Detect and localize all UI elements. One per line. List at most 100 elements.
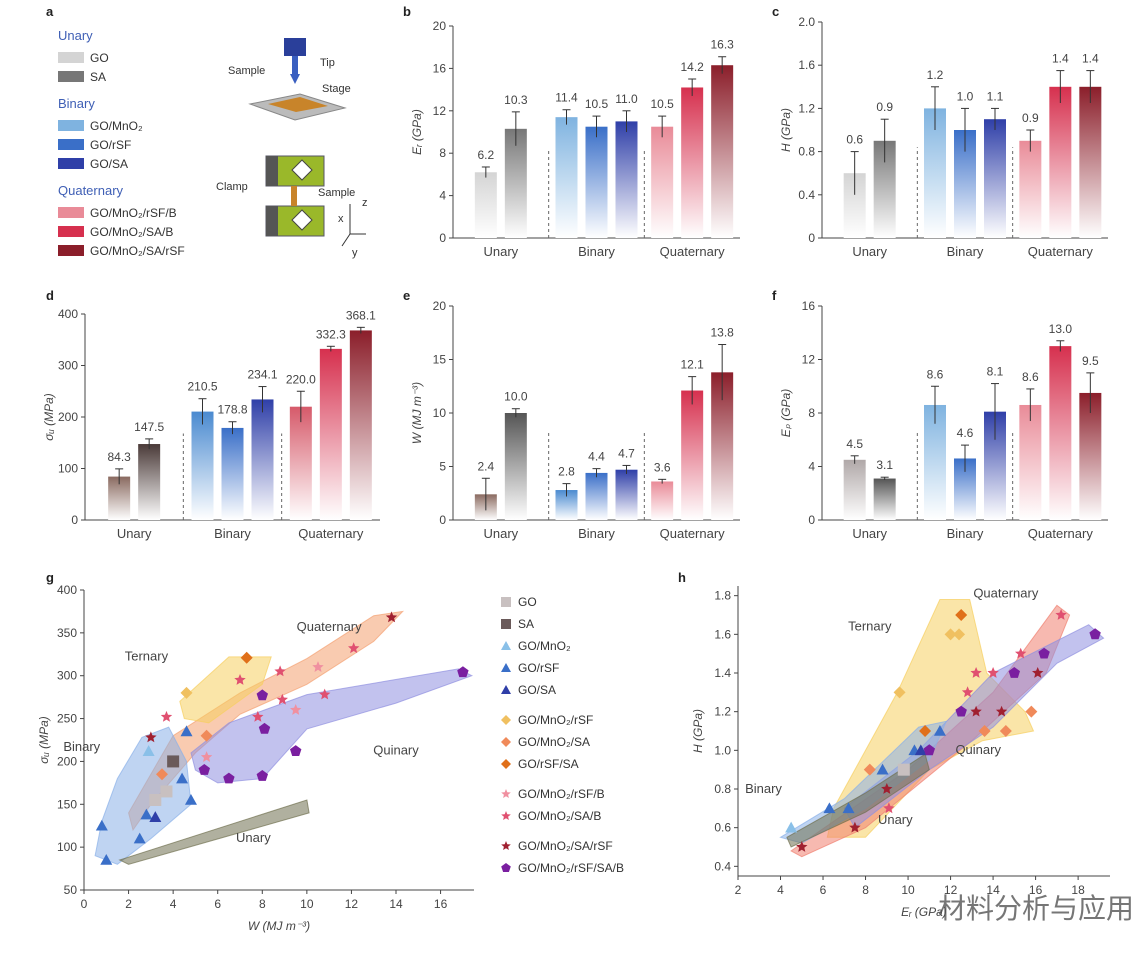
data-point-star xyxy=(881,783,893,794)
data-point-square xyxy=(160,785,173,798)
x-axis-title: W (MJ m⁻³) xyxy=(248,919,310,933)
data-point-star xyxy=(348,642,360,654)
y-tick-label: 12 xyxy=(433,104,447,118)
bar xyxy=(191,411,214,520)
data-point-star xyxy=(883,802,895,814)
y-tick-label: 1.2 xyxy=(714,705,731,719)
bar-value-label: 0.9 xyxy=(876,100,893,114)
bar-value-label: 4.5 xyxy=(846,437,863,451)
bar xyxy=(585,126,608,238)
legend-swatch xyxy=(58,139,84,150)
panel-label-h: h xyxy=(678,570,686,585)
bar-value-label: 0.6 xyxy=(846,133,863,147)
group-label: Quaternary xyxy=(660,526,726,541)
y-tick-label: 0 xyxy=(439,513,446,527)
data-point-star xyxy=(970,705,982,717)
x-tick-label: 2 xyxy=(125,897,132,911)
y-tick-label: 350 xyxy=(57,626,77,640)
data-point-triangle xyxy=(785,821,798,833)
bar-chart-f: 0 4 8 12 16 Eₚ (GPa) 4.5 3.1 8.6 4.6 8.1 8.6 13.0 9.5… xyxy=(779,299,1108,541)
bar-value-label: 13.8 xyxy=(710,326,734,340)
y-axis-title: H (GPa) xyxy=(691,709,705,753)
bar-value-label: 84.3 xyxy=(107,450,131,464)
x-tick-label: 12 xyxy=(944,883,958,897)
panel-label-d: d xyxy=(46,288,54,303)
region-label: Quinary xyxy=(373,743,419,758)
label-stage: Stage xyxy=(322,83,351,95)
y-tick-label: 20 xyxy=(433,299,447,313)
y-tick-label: 4 xyxy=(439,189,446,203)
scatter-legend-label: GO/MnO₂/SA/B xyxy=(518,809,601,823)
y-tick-label: 2.0 xyxy=(798,15,815,29)
scatter-legend-label: SA xyxy=(518,617,534,631)
bar-value-label: 368.1 xyxy=(346,308,376,322)
bar xyxy=(555,117,578,238)
data-point-triangle xyxy=(876,763,889,775)
group-label: Binary xyxy=(578,244,615,259)
bar-value-label: 10.0 xyxy=(504,390,528,404)
bar-value-label: 332.3 xyxy=(316,327,346,341)
y-tick-label: 8 xyxy=(808,406,815,420)
data-point-triangle xyxy=(100,854,113,865)
legend-heading: Binary xyxy=(58,96,95,111)
data-point-diamond xyxy=(863,763,876,776)
x-tick-label: 8 xyxy=(259,897,266,911)
y-tick-label: 0 xyxy=(439,231,446,245)
data-point-square xyxy=(501,597,511,607)
data-point-diamond xyxy=(919,725,932,737)
data-point-square xyxy=(501,619,511,629)
y-tick-label: 0 xyxy=(808,513,815,527)
y-tick-label: 300 xyxy=(58,359,78,373)
bar-value-label: 1.4 xyxy=(1052,52,1069,66)
legend-item-label: GO/MnO₂/SA/B xyxy=(90,225,173,239)
y-tick-label: 1.0 xyxy=(714,743,731,757)
bar-value-label: 10.5 xyxy=(650,97,674,111)
x-tick-label: 10 xyxy=(901,883,915,897)
data-point-pentagon xyxy=(1008,667,1020,678)
legend-swatch xyxy=(58,158,84,169)
data-point-pentagon xyxy=(256,770,268,781)
bar xyxy=(843,173,866,238)
group-label: Binary xyxy=(214,526,251,541)
x-tick-label: 14 xyxy=(986,883,1000,897)
bar-value-label: 8.6 xyxy=(1022,370,1039,384)
bar xyxy=(954,130,976,238)
bar-value-label: 2.8 xyxy=(558,465,575,479)
bar-value-label: 220.0 xyxy=(286,372,316,386)
scatter-legend-label: GO/MnO₂/SA xyxy=(518,735,590,749)
y-tick-label: 100 xyxy=(57,840,77,854)
label-tip: Tip xyxy=(320,57,335,69)
y-tick-label: 250 xyxy=(57,712,77,726)
bar xyxy=(1079,86,1102,238)
bar-value-label: 13.0 xyxy=(1049,322,1073,336)
data-point-diamond xyxy=(501,759,511,769)
data-point-star xyxy=(961,686,974,698)
data-point-star xyxy=(160,710,173,722)
panel-label-a: a xyxy=(46,4,54,19)
bar-value-label: 16.3 xyxy=(710,38,734,52)
data-point-square xyxy=(149,794,162,806)
y-tick-label: 1.2 xyxy=(798,101,815,115)
region-label: Unary xyxy=(236,830,271,845)
data-point-square xyxy=(897,763,910,776)
y-tick-label: 0.4 xyxy=(798,188,815,202)
scatter-legend-label: GO/MnO₂/rSF xyxy=(518,713,593,727)
data-point-diamond xyxy=(944,628,957,641)
bar xyxy=(1049,86,1072,238)
bar xyxy=(555,490,578,520)
y-tick-label: 4 xyxy=(808,460,815,474)
y-axis-title: W (MJ m⁻³) xyxy=(410,382,424,444)
data-point-triangle xyxy=(142,745,155,756)
x-tick-label: 6 xyxy=(820,883,827,897)
bar xyxy=(108,476,131,520)
y-axis-title: H (GPa) xyxy=(779,108,793,152)
legend-swatch xyxy=(58,245,84,256)
region-label: Unary xyxy=(878,812,913,827)
data-point-triangle xyxy=(501,641,511,650)
bar-value-label: 1.4 xyxy=(1082,52,1099,66)
x-tick-label: 0 xyxy=(81,897,88,911)
x-tick-label: 6 xyxy=(214,897,221,911)
bar-value-label: 10.3 xyxy=(504,93,528,107)
axis-y-label: y xyxy=(352,247,358,259)
